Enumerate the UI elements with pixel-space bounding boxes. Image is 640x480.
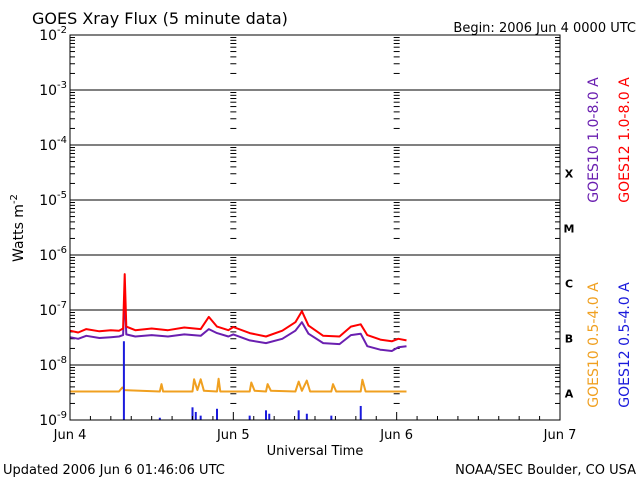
- y-tick-base: 10: [39, 28, 57, 44]
- y-tick-label: 10-5: [39, 190, 67, 209]
- series-group: [69, 273, 407, 420]
- y-tick-label: 10-6: [39, 245, 67, 264]
- day-tick-marks: [230, 37, 400, 421]
- y-axis-label-text: Watts m: [11, 204, 27, 262]
- y-tick-exponent: -7: [57, 300, 67, 311]
- legend-entry: GOES10 0.5-4.0 A: [586, 282, 602, 408]
- x-axis-label: Universal Time: [267, 444, 364, 459]
- y-tick-exponent: -5: [57, 190, 67, 201]
- y-axis-label-exponent: -2: [9, 194, 20, 204]
- grid-lines: [70, 37, 560, 404]
- y-tick-labels: 10-910-810-710-610-510-410-310-2: [39, 25, 67, 429]
- y-tick-exponent: -9: [57, 410, 67, 421]
- series-line: [69, 291, 407, 352]
- flare-class-labels: X M C B A: [564, 168, 575, 401]
- y-tick-base: 10: [39, 413, 57, 429]
- legend: GOES10 1.0-8.0 A GOES12 1.0-8.0 A GOES10 0…: [586, 77, 633, 408]
- series-line: [70, 377, 407, 393]
- flare-class-label: C: [565, 278, 573, 291]
- x-tick-label: Jun 4: [53, 428, 87, 443]
- flare-class-label: A: [565, 388, 574, 401]
- y-tick-label: 10-9: [39, 410, 67, 429]
- y-tick-exponent: -2: [57, 25, 67, 36]
- y-tick-exponent: -3: [57, 80, 67, 91]
- chart-title: GOES Xray Flux (5 minute data): [32, 9, 288, 28]
- y-tick-label: 10-7: [39, 300, 67, 319]
- y-tick-exponent: -4: [57, 135, 67, 146]
- legend-entry: GOES12 1.0-8.0 A: [617, 77, 633, 203]
- updated-label: Updated 2006 Jun 6 01:46:06 UTC: [3, 463, 225, 478]
- y-tick-base: 10: [39, 138, 57, 154]
- flare-class-label: B: [565, 333, 573, 346]
- x-tick-labels: Jun 4 Jun 5 Jun 6 Jun 7: [53, 412, 577, 443]
- x-tick-label: Jun 6: [379, 428, 413, 443]
- source-label: NOAA/SEC Boulder, CO USA: [455, 463, 636, 478]
- y-tick-base: 10: [39, 303, 57, 319]
- y-tick-exponent: -8: [57, 355, 67, 366]
- legend-entry: GOES10 1.0-8.0 A: [586, 77, 602, 203]
- y-tick-label: 10-4: [39, 135, 67, 154]
- y-tick-exponent: -6: [57, 245, 67, 256]
- y-tick-label: 10-8: [39, 355, 67, 374]
- y-tick-label: 10-2: [39, 25, 67, 44]
- y-tick-base: 10: [39, 83, 57, 99]
- begin-label: Begin: 2006 Jun 4 0000 UTC: [453, 21, 636, 36]
- y-tick-label: 10-3: [39, 80, 67, 99]
- y-tick-base: 10: [39, 248, 57, 264]
- x-tick-label: Jun 7: [543, 428, 577, 443]
- y-tick-base: 10: [39, 358, 57, 374]
- y-tick-base: 10: [39, 193, 57, 209]
- legend-entry: GOES12 0.5-4.0 A: [617, 282, 633, 408]
- x-tick-label: Jun 5: [216, 428, 250, 443]
- series-line: [69, 273, 407, 343]
- y-axis-label: Watts m-2: [9, 194, 27, 262]
- flare-class-label: M: [564, 223, 575, 236]
- plot-frame: [69, 34, 561, 421]
- flare-class-label: X: [565, 168, 574, 181]
